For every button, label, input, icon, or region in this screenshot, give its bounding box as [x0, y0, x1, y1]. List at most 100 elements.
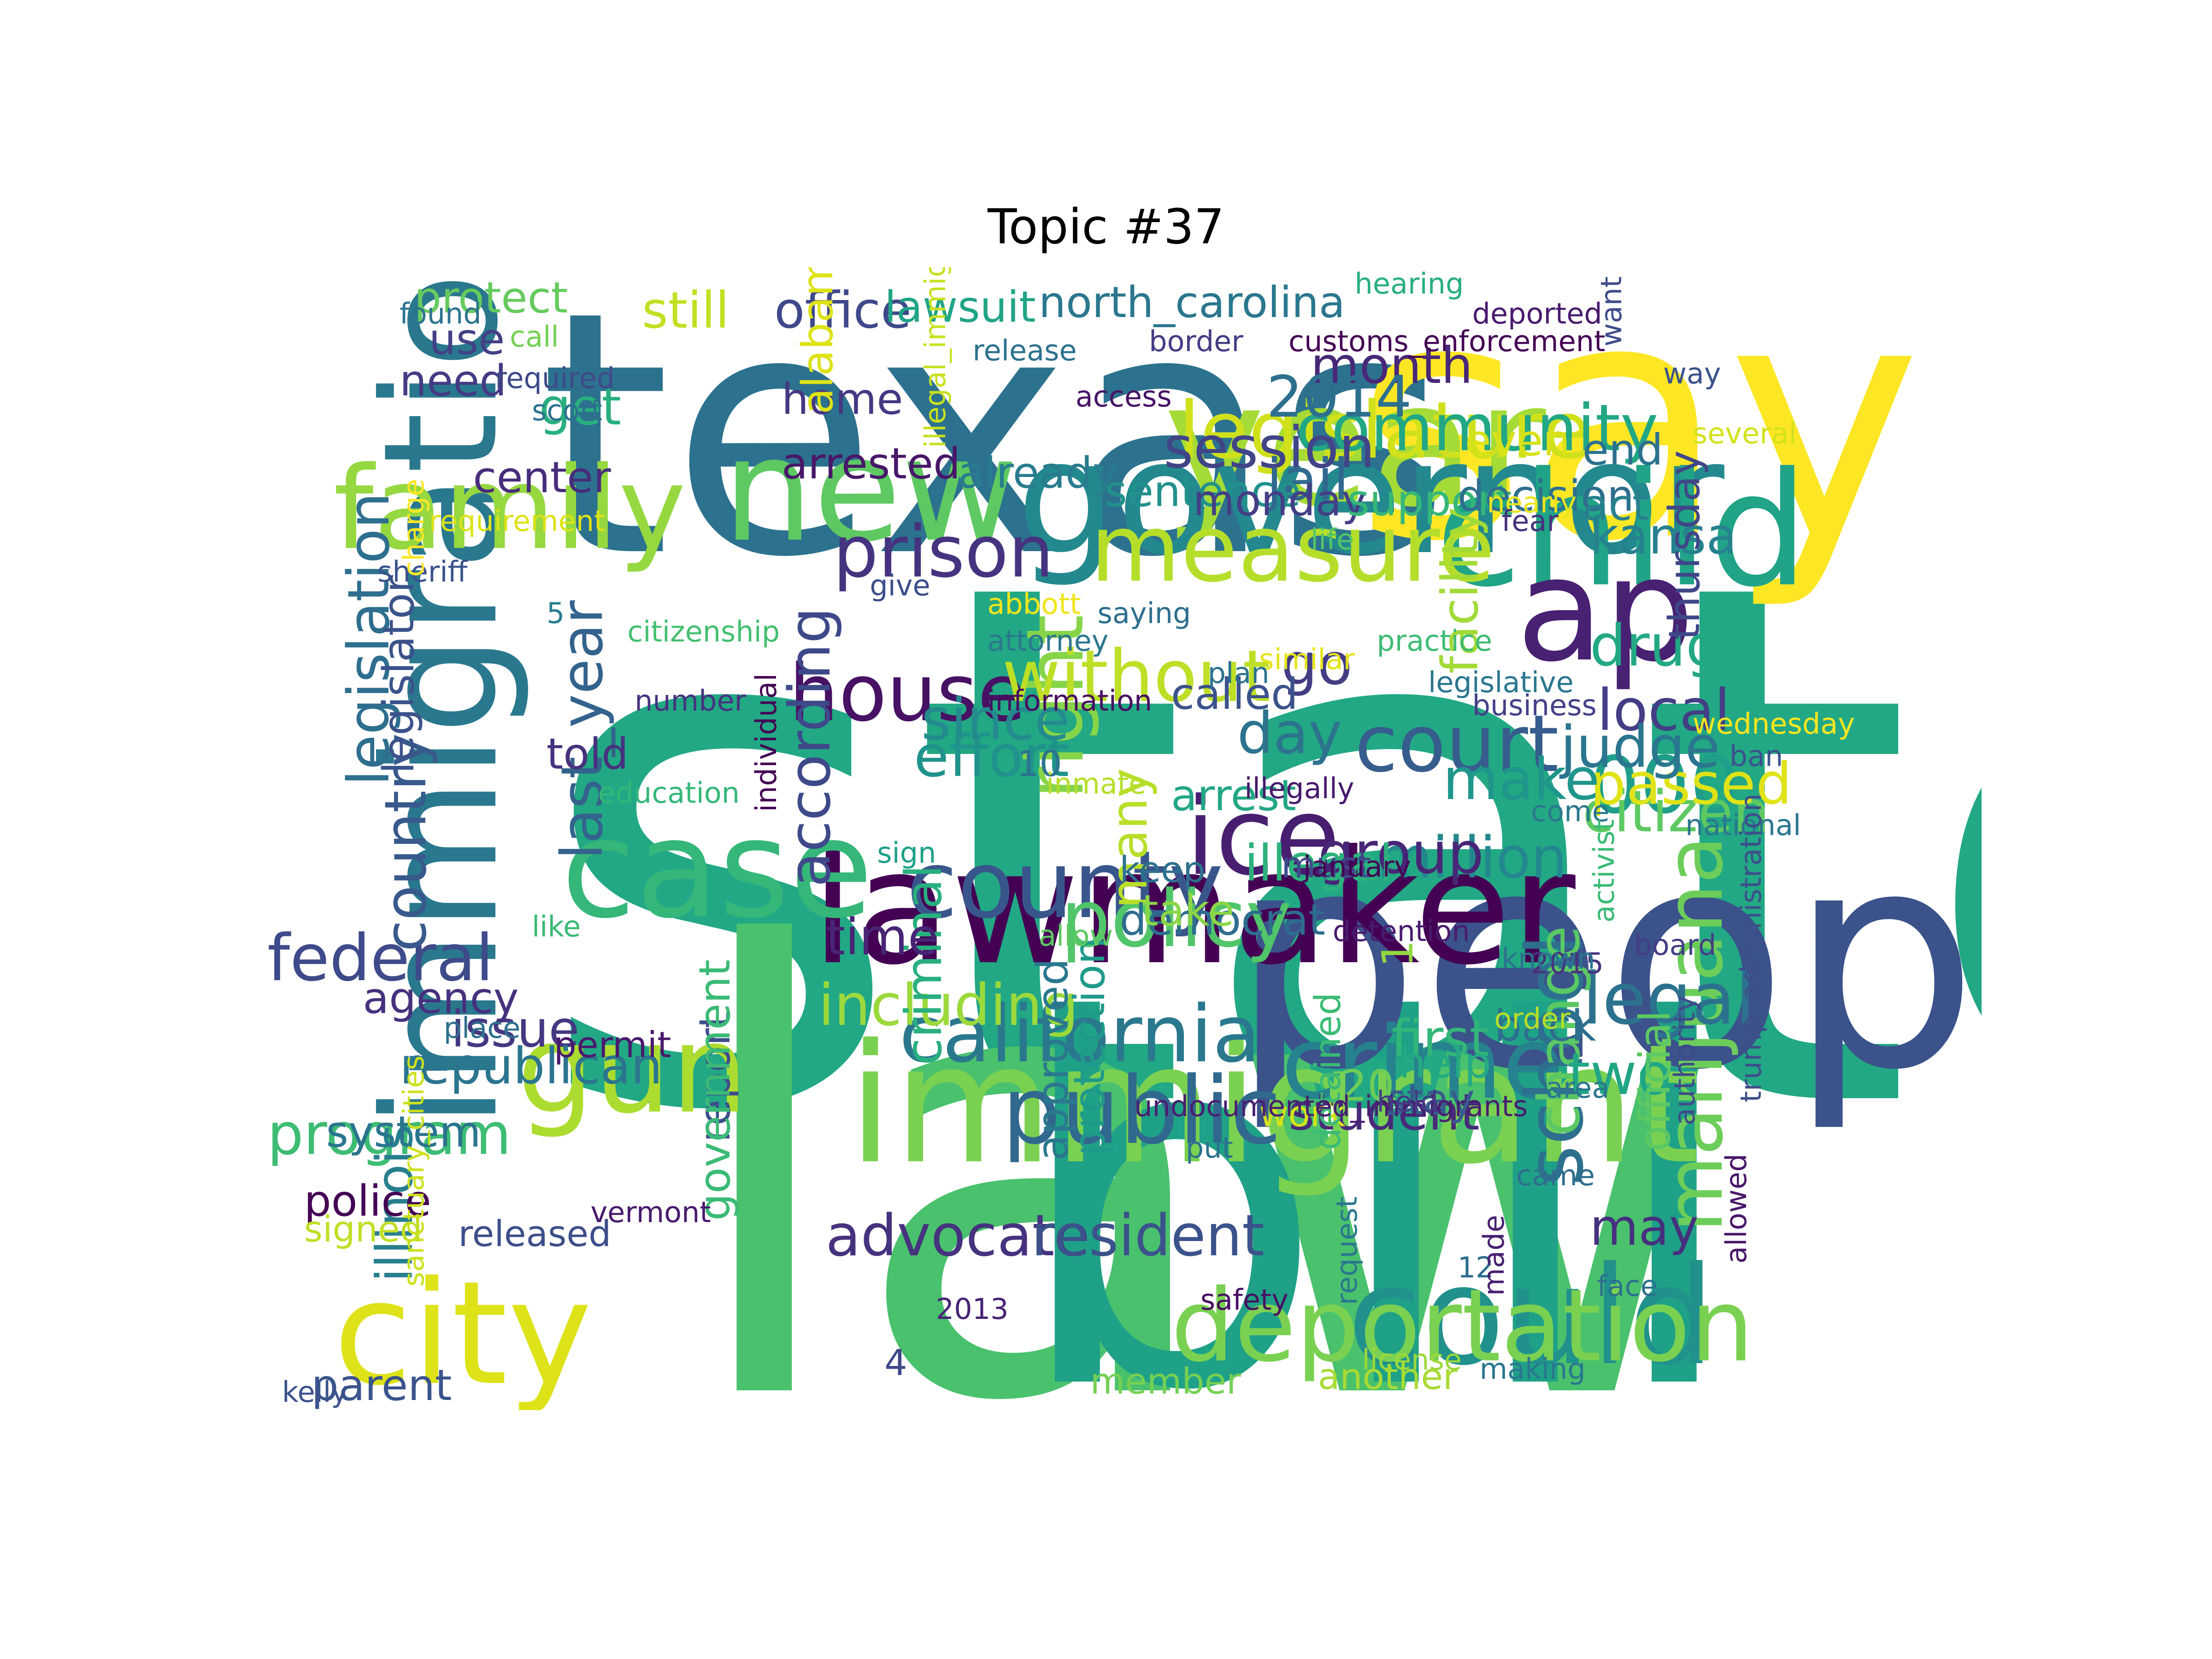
- cloud-word: crime: [1281, 1006, 1564, 1122]
- cloud-word: work: [1259, 1094, 1346, 1135]
- cloud-word: county: [906, 831, 1224, 939]
- cloud-word: judge: [1560, 714, 1720, 781]
- cloud-word: drug: [1589, 613, 1722, 679]
- cloud-word: come: [1531, 794, 1610, 828]
- cloud-word: legislature: [1178, 385, 1591, 477]
- cloud-word: year: [1164, 345, 1546, 545]
- cloud-word: abbott: [987, 587, 1081, 621]
- cloud-word: program: [267, 1101, 512, 1168]
- cloud-word: police: [304, 1176, 431, 1226]
- cloud-word: republican: [399, 1037, 663, 1095]
- cloud-word: child: [1435, 439, 1809, 622]
- cloud-word: order: [1494, 1002, 1571, 1035]
- cloud-word: system: [326, 1107, 481, 1157]
- cloud-word: legislator: [374, 575, 424, 774]
- cloud-word: undocumented_immigrants: [1134, 1089, 1528, 1123]
- cloud-word: local: [1597, 677, 1730, 744]
- cloud-word: required: [495, 361, 615, 395]
- cloud-word: law: [678, 821, 1729, 1410]
- cloud-word: 12: [1457, 1251, 1494, 1284]
- cloud-word: access: [1075, 380, 1172, 413]
- cloud-word: activist: [1587, 819, 1621, 923]
- cloud-word: north_carolina: [1039, 277, 1345, 327]
- cloud-word: january: [1303, 850, 1411, 883]
- cloud-word: use: [429, 314, 505, 364]
- cloud-word: saying: [1097, 596, 1191, 630]
- cloud-word: arrest: [1171, 771, 1296, 820]
- cloud-word: vermont: [590, 1195, 711, 1229]
- cloud-word: education: [598, 776, 740, 810]
- cloud-word: put: [1185, 1131, 1233, 1165]
- cloud-word: effort: [913, 724, 1070, 790]
- cloud-word: public: [1002, 1057, 1282, 1165]
- cloud-word: board: [1634, 928, 1717, 962]
- cloud-word: resident: [1031, 1203, 1265, 1269]
- cloud-word: case: [561, 791, 873, 948]
- cloud-word: like: [531, 910, 581, 943]
- cloud-word: democrat: [1119, 895, 1325, 945]
- cloud-word: help: [1399, 1038, 1492, 1088]
- cloud-word: nearly: [1487, 486, 1577, 519]
- cloud-word: member: [1090, 1361, 1241, 1402]
- cloud-word: first: [1391, 1009, 1489, 1068]
- cloud-word: ice: [1185, 774, 1341, 899]
- cloud-word: 2015: [1531, 947, 1604, 980]
- cloud-word: still: [642, 281, 729, 340]
- cloud-word: governor: [1017, 406, 1724, 589]
- cloud-word: approved: [1028, 958, 1078, 1161]
- cloud-word: end: [1582, 425, 1663, 475]
- cloud-word: without: [1002, 635, 1271, 718]
- cloud-word: center: [473, 453, 611, 502]
- cloud-word: similar: [1259, 642, 1355, 676]
- cloud-word: people: [1230, 786, 1982, 1135]
- cloud-word: must: [1281, 845, 1371, 886]
- cloud-word: charge: [396, 479, 430, 577]
- cloud-word: 2013: [935, 1292, 1009, 1326]
- cloud-word: protect: [414, 273, 568, 323]
- cloud-word: want: [1594, 276, 1628, 347]
- cloud-word: policy: [1060, 874, 1292, 965]
- cloud-word: inmate: [1046, 767, 1147, 800]
- cloud-word: prison: [833, 510, 1054, 594]
- cloud-word: came: [1516, 1159, 1595, 1192]
- cloud-word: released: [458, 1213, 612, 1255]
- cloud-word: plan: [1207, 656, 1270, 690]
- cloud-word: act: [1582, 480, 1649, 530]
- cloud-word: signed: [304, 1209, 423, 1250]
- cloud-word: million: [1377, 825, 1567, 891]
- cloud-word: making: [1479, 1352, 1586, 1386]
- cloud-word: allow: [1039, 919, 1113, 953]
- cloud-word: ban: [1729, 739, 1783, 773]
- cloud-word: california: [899, 989, 1261, 1080]
- cloud-word: office: [774, 281, 912, 340]
- cloud-word: called: [1171, 669, 1299, 719]
- cloud-word: two: [1567, 1041, 1672, 1108]
- cloud-word: 000: [1589, 740, 1740, 831]
- cloud-word: day: [1237, 700, 1342, 767]
- cloud-word: authority: [1668, 995, 1702, 1126]
- cloud-word: issue: [451, 1000, 580, 1059]
- cloud-word: wednesday: [1692, 707, 1855, 741]
- cloud-word: decision: [1457, 471, 1635, 521]
- cloud-word: need: [399, 356, 507, 406]
- cloud-word: safety: [1200, 1283, 1289, 1317]
- cloud-word: individual: [749, 673, 783, 812]
- cloud-word: known: [1501, 942, 1595, 976]
- cloud-word: life: [1310, 523, 1354, 556]
- cloud-word: held: [1377, 1085, 1439, 1118]
- cloud-word: lawmaker: [811, 817, 1576, 1000]
- cloud-word: take: [1141, 886, 1235, 935]
- cloud-word: measure: [1090, 494, 1495, 603]
- cloud-word: government: [689, 959, 740, 1221]
- cloud-word: back: [1494, 1001, 1596, 1051]
- cloud-word: sentence: [1105, 466, 1301, 516]
- cloud-word: told: [546, 729, 629, 779]
- cloud-word: attorney: [987, 624, 1109, 658]
- cloud-word: border: [1149, 324, 1243, 358]
- cloud-word: hearing: [1354, 267, 1464, 300]
- cloud-word: house: [788, 648, 1026, 739]
- cloud-word: several: [1692, 417, 1797, 450]
- cloud-word: could: [1347, 1238, 1715, 1395]
- cloud-word: found: [399, 297, 482, 330]
- cloud-word: legal: [1582, 957, 1755, 1041]
